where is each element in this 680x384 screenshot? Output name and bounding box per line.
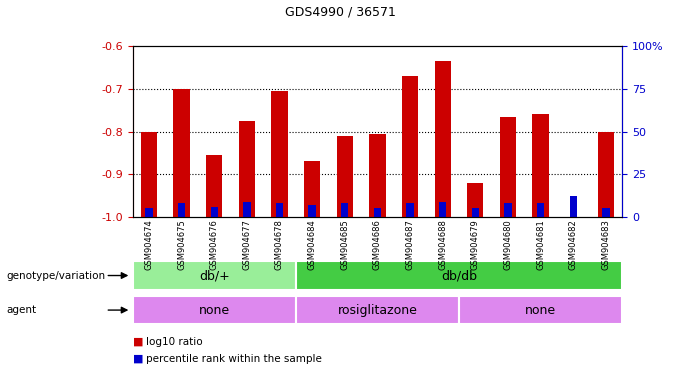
Bar: [133, 296, 296, 324]
Text: percentile rank within the sample: percentile rank within the sample: [146, 354, 322, 364]
Bar: [304, 161, 320, 217]
Text: GSM904684: GSM904684: [307, 219, 317, 270]
Bar: [141, 132, 157, 217]
Text: GDS4990 / 36571: GDS4990 / 36571: [284, 6, 396, 19]
Text: agent: agent: [7, 305, 37, 315]
Text: GSM904687: GSM904687: [405, 219, 415, 270]
Bar: [435, 61, 451, 217]
Bar: [402, 76, 418, 217]
Text: none: none: [525, 304, 556, 316]
Text: GSM904685: GSM904685: [340, 219, 350, 270]
Bar: [472, 209, 479, 217]
Bar: [178, 203, 185, 217]
Bar: [211, 207, 218, 217]
Text: ■: ■: [133, 354, 143, 364]
Text: GSM904676: GSM904676: [209, 219, 219, 270]
Bar: [133, 261, 296, 290]
Bar: [206, 155, 222, 217]
Bar: [467, 183, 483, 217]
Text: GSM904680: GSM904680: [503, 219, 513, 270]
Text: GSM904682: GSM904682: [568, 219, 578, 270]
Bar: [532, 114, 549, 217]
Bar: [341, 203, 348, 217]
Text: GSM904677: GSM904677: [242, 219, 252, 270]
Text: ■: ■: [133, 337, 143, 347]
Text: GSM904679: GSM904679: [471, 219, 480, 270]
Text: none: none: [199, 304, 230, 316]
Text: GSM904675: GSM904675: [177, 219, 186, 270]
Bar: [309, 205, 316, 217]
Bar: [271, 91, 288, 217]
Bar: [505, 203, 511, 217]
Bar: [500, 117, 516, 217]
Bar: [369, 134, 386, 217]
Bar: [337, 136, 353, 217]
Text: log10 ratio: log10 ratio: [146, 337, 203, 347]
Bar: [407, 203, 413, 217]
Text: GSM904688: GSM904688: [438, 219, 447, 270]
Bar: [439, 202, 446, 217]
Bar: [173, 89, 190, 217]
Text: GSM904678: GSM904678: [275, 219, 284, 270]
Bar: [296, 261, 622, 290]
Text: GSM904686: GSM904686: [373, 219, 382, 270]
Bar: [146, 209, 152, 217]
Bar: [296, 296, 459, 324]
Text: db/+: db/+: [199, 269, 230, 282]
Text: db/db: db/db: [441, 269, 477, 282]
Bar: [598, 132, 614, 217]
Text: GSM904674: GSM904674: [144, 219, 154, 270]
Bar: [276, 203, 283, 217]
Text: GSM904683: GSM904683: [601, 219, 611, 270]
Text: genotype/variation: genotype/variation: [7, 270, 106, 281]
Bar: [374, 209, 381, 217]
Bar: [602, 209, 609, 217]
Bar: [459, 296, 622, 324]
Text: rosiglitazone: rosiglitazone: [337, 304, 418, 316]
Bar: [239, 121, 255, 217]
Bar: [570, 197, 577, 217]
Bar: [243, 202, 250, 217]
Text: GSM904681: GSM904681: [536, 219, 545, 270]
Bar: [537, 203, 544, 217]
